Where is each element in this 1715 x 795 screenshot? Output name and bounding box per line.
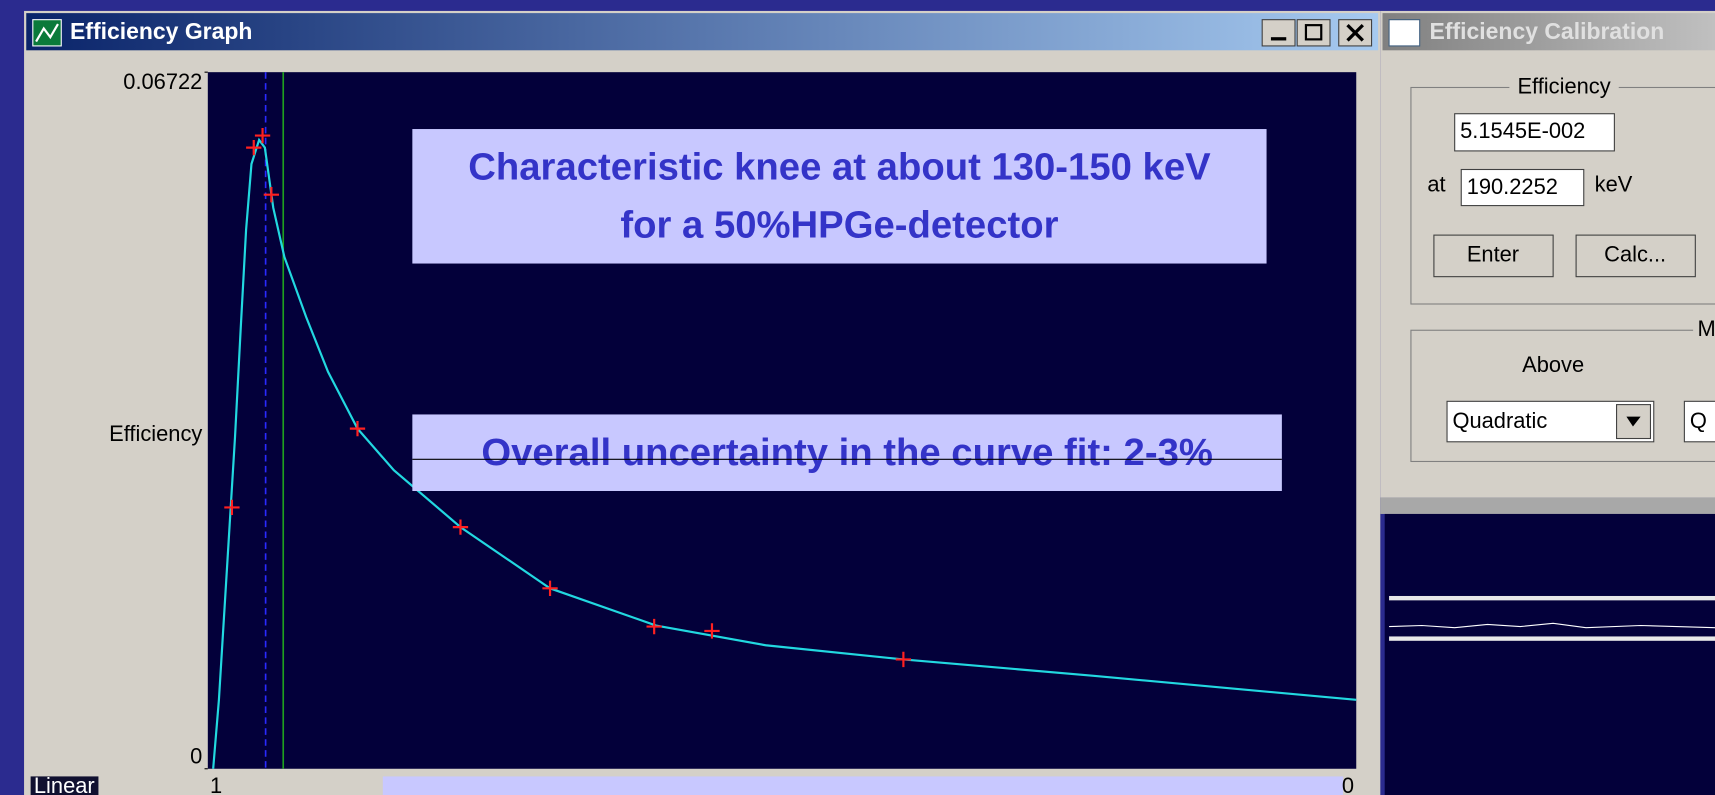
x-edge-label: 1	[210, 773, 222, 795]
calc-button[interactable]	[1575, 234, 1696, 278]
group-box	[1410, 329, 1715, 463]
spectrum-trace	[1389, 622, 1715, 629]
field-value: 5.1545E-002	[1460, 118, 1585, 143]
data-point	[895, 651, 912, 668]
annotation-text: Characteristic knee at about 130-150 keV	[468, 146, 1211, 189]
annotation-box	[382, 776, 1344, 795]
field-value: 190.2252	[1467, 174, 1558, 199]
window-icon	[32, 19, 62, 47]
button-label: Linear	[34, 773, 95, 795]
maximize-button[interactable]	[1296, 19, 1331, 47]
y-axis-label: Efficiency	[109, 421, 202, 446]
icon	[1304, 24, 1323, 41]
x-edge-label: 0	[1342, 773, 1354, 795]
icon	[1346, 23, 1364, 42]
group-label-bg	[1693, 319, 1715, 342]
button-label: Enter	[1467, 242, 1519, 267]
text-field[interactable]	[1460, 168, 1585, 207]
window-title: Efficiency Calibration	[1430, 18, 1665, 44]
icon	[1626, 416, 1641, 427]
title-bar	[26, 13, 1379, 51]
window-icon	[1388, 19, 1421, 47]
dropdown-arrow[interactable]	[1616, 404, 1652, 440]
group-label: M	[1697, 316, 1715, 341]
window-buttons[interactable]	[1261, 19, 1373, 47]
data-point	[246, 139, 262, 156]
minimize-button[interactable]	[1261, 19, 1296, 47]
annotation-box	[412, 414, 1282, 491]
dropdown-value: Quadratic	[1453, 408, 1548, 433]
icon-glyph	[35, 23, 59, 43]
dropdown-value: Q	[1690, 408, 1707, 433]
button-label: Calc...	[1604, 242, 1666, 267]
dropdown[interactable]	[1683, 400, 1715, 443]
window-title: Efficiency Graph	[70, 18, 252, 44]
strip-edge	[1389, 595, 1715, 601]
data-point	[263, 187, 280, 203]
text-field[interactable]	[1454, 113, 1615, 152]
scale-button[interactable]	[30, 776, 99, 795]
field-label: at	[1427, 172, 1445, 197]
data-point	[704, 623, 720, 639]
data-point	[254, 127, 271, 144]
annotation-box	[412, 129, 1267, 264]
panel-bar	[1380, 497, 1715, 514]
data-point	[452, 519, 469, 535]
annotation-text: for a 50%HPGe-detector	[620, 204, 1058, 247]
strip-edge	[1389, 636, 1715, 641]
data-point	[349, 420, 366, 437]
y-tick-label: 0.06722	[123, 69, 202, 94]
group-label-bg	[1509, 76, 1619, 99]
title-bar	[1382, 13, 1715, 51]
enter-button[interactable]	[1433, 234, 1554, 278]
y-tick-label: 0	[190, 744, 202, 769]
group-label: Efficiency	[1517, 73, 1610, 98]
spectrum-panel	[1384, 513, 1715, 795]
annotation-text: Overall uncertainty in the curve fit: 2-…	[481, 431, 1213, 474]
data-point	[646, 618, 662, 635]
field-label: Above	[1522, 352, 1584, 377]
fit-curve	[212, 137, 1357, 769]
icon	[1270, 37, 1287, 41]
data-point	[224, 499, 240, 516]
unit-label: keV	[1595, 172, 1633, 197]
data-point	[542, 580, 558, 596]
